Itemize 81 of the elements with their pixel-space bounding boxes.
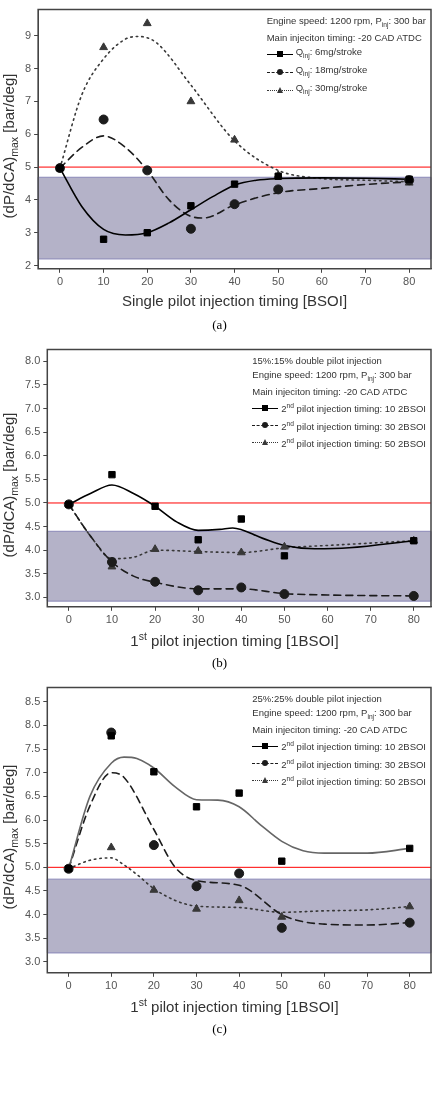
y-tick-label: 5.0 [24, 496, 41, 509]
y-tick-label: 3.5 [24, 566, 41, 579]
y-tick-label: 9 [24, 28, 32, 41]
x-tick-label: 60 [315, 275, 328, 288]
annotation: 25%:25% double pilot injection [252, 691, 383, 706]
y-tick-label: 5.5 [24, 472, 41, 485]
x-tick-label: 60 [321, 613, 334, 626]
y-tick-label: 3 [24, 225, 32, 238]
y-tick-label: 7.5 [24, 742, 41, 755]
y-tick-label: 7.0 [24, 401, 41, 414]
x-tick-label: 40 [228, 275, 241, 288]
x-tick-label: 0 [65, 979, 72, 992]
legend-label: Q$_{inj}$: 6mg/stroke [295, 45, 363, 62]
annotation: Main injeciton timing: -20 CAD ATDC [266, 31, 423, 46]
x-tick-label: 10 [97, 275, 110, 288]
legend-label: Q$_{inj}$: 18mg/stroke [295, 63, 368, 80]
x-tick-label: 20 [141, 275, 154, 288]
y-tick-label: 4.5 [24, 884, 41, 897]
annotation: Main injeciton timing: -20 CAD ATDC [252, 723, 409, 738]
y-tick-label: 4 [24, 192, 32, 205]
y-tick-label: 3.5 [24, 931, 41, 944]
x-axis-title: 1$^{st}$ pilot injection timing [1BSOI] [129, 996, 340, 1017]
legend-label: 2$^{nd}$ pilot injection timing: 50 2BSOI [281, 435, 426, 451]
legend-label: 2$^{nd}$ pilot injection timing: 30 2BSOI [281, 418, 426, 434]
y-tick-label: 2 [24, 258, 32, 271]
y-tick-label: 5.0 [24, 860, 41, 873]
y-tick-label: 6.0 [24, 448, 41, 461]
y-tick-label: 8.0 [24, 354, 41, 367]
y-tick-label: 4.0 [24, 907, 41, 920]
y-tick-label: 4.5 [24, 519, 41, 532]
x-tick-label: 50 [272, 275, 285, 288]
x-tick-label: 70 [360, 979, 374, 992]
y-tick-label: 7 [24, 94, 32, 107]
x-tick-label: 50 [275, 979, 288, 992]
x-tick-label: 10 [105, 613, 119, 626]
y-tick-label: 7.0 [24, 765, 41, 778]
x-tick-label: 20 [148, 613, 162, 626]
text: (a) [211, 316, 228, 334]
annotation: Engine speed: 1200 rpm, P$_{inj}$: 300 bar [252, 705, 413, 723]
x-tick-label: 60 [318, 979, 331, 992]
x-tick-label: 50 [278, 613, 291, 626]
text: (b) [210, 654, 229, 672]
x-tick-label: 70 [364, 613, 377, 626]
x-tick-label: 80 [407, 613, 420, 626]
annotation: Main injeciton timing: -20 CAD ATDC [252, 385, 409, 400]
y-tick-label: 8 [24, 61, 32, 74]
x-tick-label: 30 [184, 275, 198, 288]
annotation: 15%:15% double pilot injection [252, 353, 383, 368]
x-tick-label: 40 [233, 979, 246, 992]
x-tick-label: 0 [65, 613, 72, 626]
x-tick-label: 20 [147, 979, 160, 992]
y-tick-label: 4.0 [24, 543, 41, 556]
y-tick-label: 8.0 [24, 718, 41, 731]
y-tick-label: 3.0 [24, 590, 41, 603]
x-tick-label: 30 [190, 979, 203, 992]
y-tick-label: 6 [24, 127, 32, 140]
x-tick-label: 80 [403, 979, 416, 992]
annotation: Engine speed: 1200 rpm, P$_{inj}$: 300 bar [266, 13, 426, 31]
x-axis-title: 1$^{st}$ pilot injection timing [1BSOI] [129, 630, 340, 651]
text: (c) [211, 1020, 228, 1038]
x-tick-label: 70 [359, 275, 372, 288]
legend-label: 2$^{nd}$ pilot injection timing: 30 2BSOI [281, 756, 426, 772]
legend-label: 2$^{nd}$ pilot injection timing: 10 2BSOI [281, 739, 426, 755]
x-tick-label: 80 [403, 275, 416, 288]
x-tick-label: 0 [56, 275, 64, 288]
y-tick-label: 6.5 [24, 789, 41, 802]
x-tick-label: 10 [105, 979, 118, 992]
x-axis-title: Single pilot injection timing [BSOI] [120, 292, 349, 311]
y-tick-label: 7.5 [24, 378, 41, 391]
y-tick-label: 6.0 [24, 813, 41, 826]
legend-label: Q$_{inj}$: 30mg/stroke [295, 81, 368, 98]
y-tick-label: 5.5 [24, 836, 41, 849]
y-tick-label: 6.5 [24, 425, 41, 438]
y-tick-label: 8.5 [24, 694, 41, 707]
annotation: Engine speed: 1200 rpm, P$_{inj}$: 300 bar [252, 367, 413, 385]
x-tick-label: 40 [235, 613, 248, 626]
y-tick-label: 5 [24, 160, 32, 173]
legend-label: 2$^{nd}$ pilot injection timing: 50 2BSOI [281, 773, 426, 789]
x-tick-label: 30 [192, 613, 205, 626]
y-tick-label: 3.0 [24, 954, 41, 967]
legend-label: 2$^{nd}$ pilot injection timing: 10 2BSOI [281, 401, 426, 417]
